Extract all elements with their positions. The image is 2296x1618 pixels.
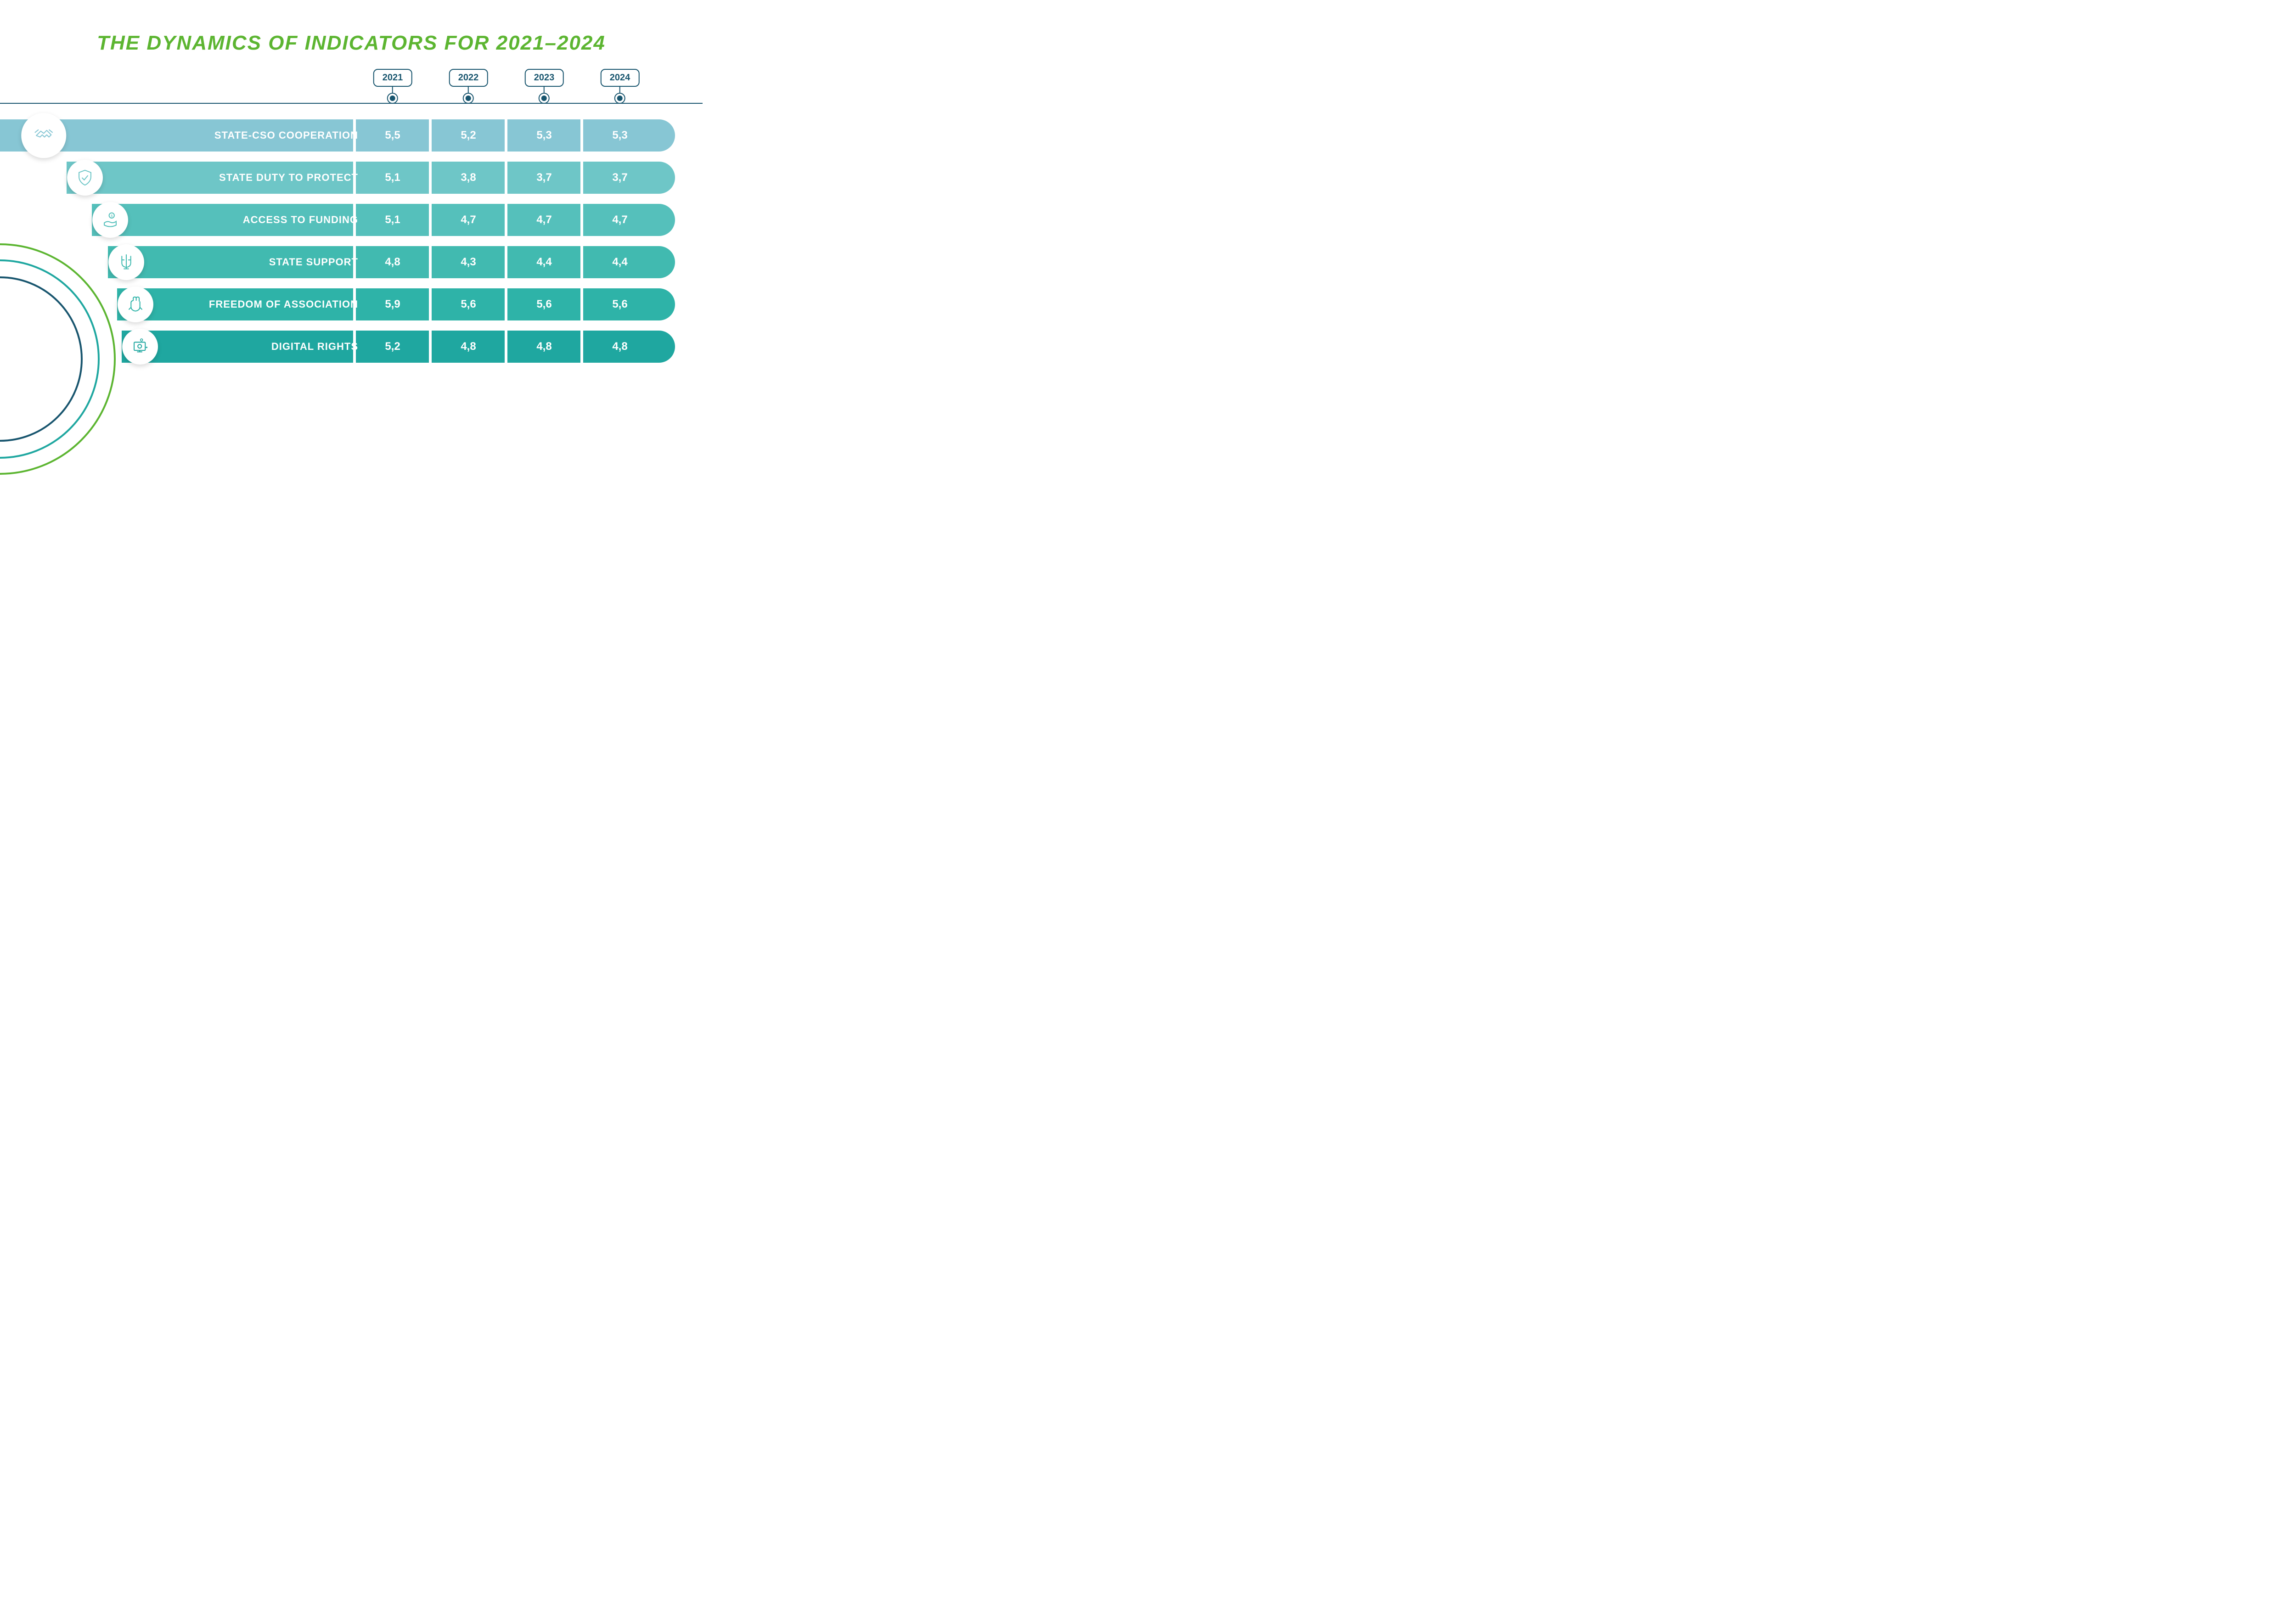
year-label: 2022 (449, 69, 488, 87)
column-separator (505, 331, 507, 363)
column-separator (505, 246, 507, 278)
year-header: 2021 2022 2023 2024 (0, 69, 703, 115)
column-separator (580, 119, 583, 152)
value-cell: 3,7 (585, 162, 654, 194)
indicator-rows: STATE-CSO COOPERATION5,55,25,35,3STATE D… (0, 119, 675, 373)
timeline-line (0, 103, 703, 104)
trident-icon (108, 244, 144, 280)
column-separator (580, 162, 583, 194)
column-separator (429, 204, 432, 236)
shield-icon (67, 160, 103, 196)
handshake-icon (21, 113, 66, 158)
row-label: ACCESS TO FUNDING (165, 204, 358, 236)
value-cell: 3,7 (510, 162, 579, 194)
year-marker: 2022 (449, 69, 488, 104)
column-separator (505, 288, 507, 320)
indicator-row: FREEDOM OF ASSOCIATION5,95,65,65,6 (0, 288, 675, 320)
year-label: 2024 (601, 69, 640, 87)
column-separator (580, 288, 583, 320)
indicator-row: ACCESS TO FUNDING5,14,74,74,7 (0, 204, 675, 236)
year-label: 2023 (525, 69, 564, 87)
indicator-row: STATE DUTY TO PROTECT5,13,83,73,7 (0, 162, 675, 194)
value-cell: 5,1 (358, 204, 427, 236)
row-label: FREEDOM OF ASSOCIATION (165, 288, 358, 320)
row-label: STATE DUTY TO PROTECT (165, 162, 358, 194)
value-cell: 4,8 (358, 246, 427, 278)
digital-icon (122, 329, 158, 365)
value-cell: 5,2 (434, 119, 503, 152)
column-separator (505, 204, 507, 236)
value-cell: 5,6 (510, 288, 579, 320)
column-separator (580, 204, 583, 236)
fist-icon (118, 287, 153, 322)
year-label: 2021 (373, 69, 412, 87)
column-separator (580, 246, 583, 278)
column-separator (429, 246, 432, 278)
funding-icon (92, 202, 128, 238)
value-cell: 4,8 (434, 331, 503, 363)
value-cell: 5,1 (358, 162, 427, 194)
column-separator (429, 119, 432, 152)
column-separator (580, 331, 583, 363)
value-cell: 5,6 (434, 288, 503, 320)
year-marker: 2024 (601, 69, 640, 104)
column-separator (429, 162, 432, 194)
year-marker: 2023 (525, 69, 564, 104)
indicator-row: STATE-CSO COOPERATION5,55,25,35,3 (0, 119, 675, 152)
value-cell: 4,8 (510, 331, 579, 363)
value-cell: 4,7 (510, 204, 579, 236)
value-cell: 4,8 (585, 331, 654, 363)
column-separator (429, 288, 432, 320)
indicator-row: DIGITAL RIGHTS5,24,84,84,8 (0, 331, 675, 363)
value-cell: 4,4 (510, 246, 579, 278)
column-separator (505, 162, 507, 194)
column-separator (505, 119, 507, 152)
value-cell: 4,4 (585, 246, 654, 278)
value-cell: 5,5 (358, 119, 427, 152)
value-cell: 3,8 (434, 162, 503, 194)
value-cell: 5,6 (585, 288, 654, 320)
row-label: DIGITAL RIGHTS (165, 331, 358, 363)
row-label: STATE-CSO COOPERATION (165, 119, 358, 152)
value-cell: 4,7 (434, 204, 503, 236)
value-cell: 5,9 (358, 288, 427, 320)
value-cell: 4,7 (585, 204, 654, 236)
year-marker: 2021 (373, 69, 412, 104)
page-title: THE DYNAMICS OF INDICATORS FOR 2021–2024 (0, 32, 703, 55)
indicator-row: STATE SUPPORT4,84,34,44,4 (0, 246, 675, 278)
column-separator (429, 331, 432, 363)
value-cell: 5,2 (358, 331, 427, 363)
row-label: STATE SUPPORT (165, 246, 358, 278)
value-cell: 5,3 (510, 119, 579, 152)
value-cell: 4,3 (434, 246, 503, 278)
value-cell: 5,3 (585, 119, 654, 152)
